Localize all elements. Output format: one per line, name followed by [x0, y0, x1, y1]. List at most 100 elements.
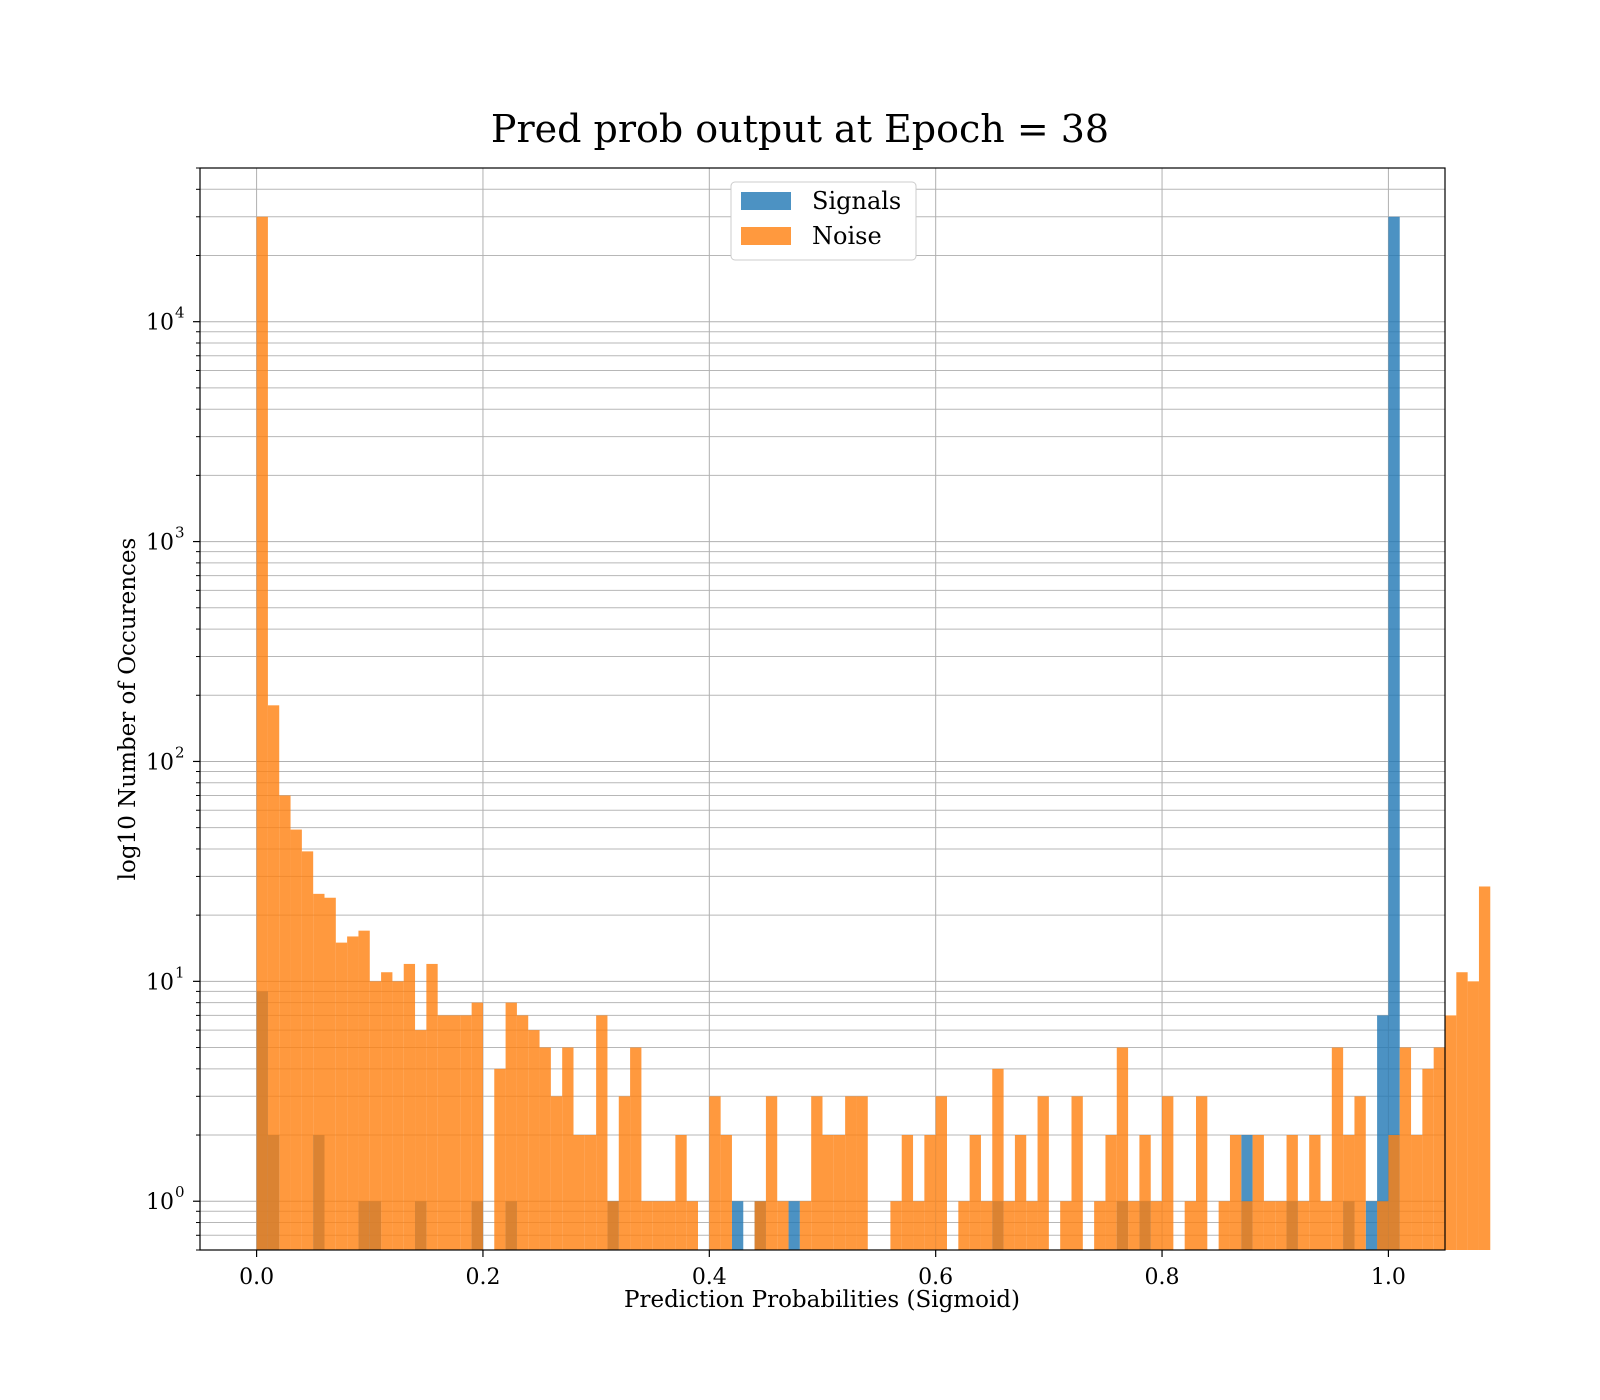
bar-noise-37 [675, 1135, 687, 1250]
bar-signals-98 [1365, 1201, 1378, 1250]
bar-noise-48 [799, 1201, 812, 1250]
bar-noise-68 [1026, 1201, 1038, 1250]
y-tick-label: 10 [146, 750, 174, 775]
y-tick-exponent: 2 [175, 743, 185, 761]
bar-signals-100 [1388, 216, 1400, 1251]
bar-noise-66 [1003, 1201, 1015, 1250]
y-tick-label: 10 [146, 970, 174, 995]
x-tick-label: 1.0 [1371, 1265, 1406, 1290]
bar-noise-65 [992, 1068, 1004, 1250]
bar-noise-17 [449, 1015, 461, 1250]
bar-noise-31 [607, 1201, 619, 1250]
plot-frame [199, 167, 1446, 1251]
legend-label-noise: Noise [812, 222, 882, 250]
y-tick-label: 10 [146, 311, 174, 336]
bar-noise-72 [1071, 1096, 1083, 1250]
bar-noise-23 [516, 1015, 529, 1250]
bar-noise-36 [664, 1201, 676, 1250]
bar-noise-27 [562, 1047, 574, 1250]
bar-noise-85 [1218, 1201, 1230, 1250]
bar-noise-32 [618, 1096, 631, 1250]
bar-noise-102 [1411, 1135, 1423, 1250]
bar-noise-83 [1196, 1096, 1208, 1250]
x-tick-label: 0.8 [1145, 1265, 1180, 1290]
bar-noise-101 [1399, 1047, 1412, 1250]
bar-noise-25 [539, 1047, 551, 1250]
x-tick-label: 0.0 [239, 1265, 274, 1290]
bar-noise-69 [1037, 1096, 1049, 1250]
legend-swatch-noise [741, 227, 791, 245]
bar-noise-1 [267, 705, 280, 1250]
bar-noise-89 [1263, 1201, 1276, 1250]
bar-noise-78 [1139, 1135, 1151, 1250]
bar-noise-5 [313, 893, 325, 1250]
bar-noise-107 [1467, 981, 1479, 1250]
bar-noise-76 [1116, 1047, 1129, 1250]
bar-noise-16 [437, 1015, 449, 1250]
bar-noise-80 [1162, 1096, 1174, 1250]
bar-noise-90 [1275, 1201, 1287, 1250]
bar-noise-4 [301, 851, 314, 1250]
bar-noise-92 [1297, 1201, 1310, 1250]
bar-noise-26 [550, 1096, 563, 1250]
x-tick-label: 0.6 [918, 1265, 953, 1290]
bar-noise-11 [381, 972, 393, 1250]
bar-signals-99 [1377, 1015, 1389, 1250]
bar-noise-104 [1433, 1047, 1445, 1250]
bar-noise-19 [471, 1002, 483, 1250]
bar-noise-82 [1184, 1201, 1196, 1250]
bar-noise-3 [290, 829, 302, 1250]
bar-noise-53 [856, 1096, 868, 1250]
bar-noise-91 [1286, 1135, 1298, 1250]
histogram-bars [256, 216, 1491, 1251]
bar-signals-87 [1241, 1135, 1253, 1250]
bar-noise-29 [584, 1135, 597, 1250]
bar-noise-24 [528, 1030, 540, 1250]
legend-label-signals: Signals [812, 187, 901, 215]
bar-noise-50 [822, 1135, 834, 1250]
bar-noise-41 [720, 1135, 732, 1250]
bar-noise-28 [573, 1135, 585, 1250]
bar-noise-97 [1354, 1096, 1366, 1250]
bar-noise-75 [1105, 1135, 1117, 1250]
x-axis-label: Prediction Probabilities (Sigmoid) [624, 1287, 1020, 1313]
y-axis-label: log10 Number of Occurences [115, 538, 141, 881]
bar-noise-0 [256, 216, 268, 1251]
bar-noise-6 [324, 897, 336, 1250]
bar-noise-93 [1309, 1135, 1321, 1250]
bar-signals-42 [731, 1201, 744, 1250]
bar-noise-13 [403, 963, 416, 1250]
bar-noise-106 [1456, 972, 1468, 1250]
y-tick-exponent: 4 [175, 304, 185, 322]
bar-noise-62 [958, 1201, 970, 1250]
bar-noise-56 [890, 1201, 902, 1250]
legend-swatch-signals [741, 192, 791, 210]
bar-noise-7 [335, 942, 348, 1250]
bar-noise-8 [347, 936, 359, 1250]
bar-noise-14 [415, 1030, 427, 1250]
x-tick-label: 0.2 [465, 1265, 500, 1290]
y-tick-label: 10 [146, 531, 174, 556]
bar-noise-51 [833, 1135, 846, 1250]
bar-noise-35 [652, 1201, 665, 1250]
bar-noise-105 [1445, 1015, 1457, 1250]
legend: Signals Noise [730, 181, 917, 261]
bar-noise-40 [709, 1096, 721, 1250]
x-tick-label: 0.4 [692, 1265, 727, 1290]
bar-noise-95 [1331, 1047, 1344, 1250]
bar-noise-12 [392, 981, 404, 1250]
bar-noise-33 [630, 1047, 642, 1250]
bar-noise-100 [1388, 1135, 1400, 1250]
bar-noise-22 [505, 1002, 517, 1250]
bar-noise-60 [935, 1096, 947, 1250]
bar-noise-10 [369, 981, 382, 1250]
bar-noise-34 [641, 1201, 653, 1250]
bar-noise-63 [969, 1135, 981, 1250]
bar-noise-21 [494, 1068, 506, 1250]
bar-noise-108 [1478, 886, 1491, 1250]
bar-noise-79 [1150, 1201, 1163, 1250]
bar-noise-2 [279, 795, 291, 1250]
bar-noise-77 [1128, 1201, 1140, 1250]
